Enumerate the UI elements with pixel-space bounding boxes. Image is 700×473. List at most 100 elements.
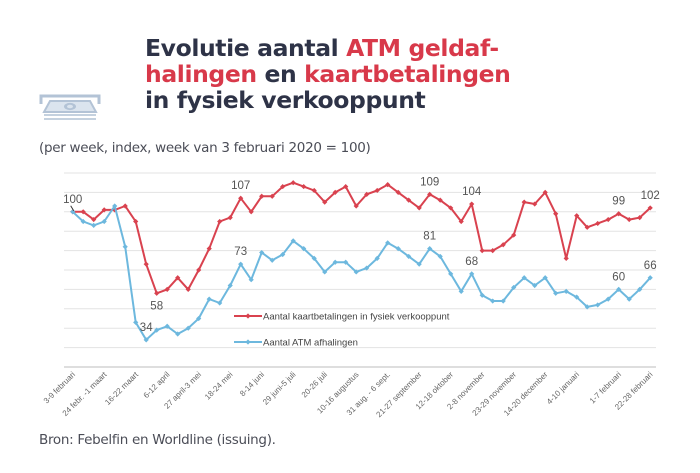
data-point: [311, 187, 317, 194]
data-point: [217, 300, 223, 306]
data-point: [595, 302, 601, 308]
data-point: [122, 203, 128, 209]
data-point: [91, 216, 97, 223]
data-point: [175, 275, 181, 281]
data-point: [101, 218, 107, 225]
data-point: [175, 331, 181, 337]
data-point: [521, 275, 527, 281]
data-point: [259, 193, 265, 199]
data-point: [616, 286, 622, 292]
gridlines: [64, 172, 656, 368]
data-point: [469, 271, 475, 277]
legend-label: Aantal kaartbetalingen in fysiek verkoop…: [263, 312, 450, 323]
data-label: 58: [150, 300, 163, 312]
data-point: [343, 183, 349, 190]
data-point: [238, 261, 244, 267]
data-point: [647, 205, 653, 211]
data-label: 102: [641, 190, 660, 202]
data-point: [637, 215, 643, 221]
legend-label: Aantal ATM afhalingen: [263, 338, 358, 349]
data-point: [374, 187, 380, 194]
data-point: [521, 199, 527, 205]
data-point: [311, 255, 317, 261]
data-point: [637, 286, 643, 292]
data-point: [542, 189, 548, 195]
data-point: [490, 298, 496, 304]
data-point: [290, 238, 296, 244]
data-point: [248, 277, 254, 283]
data-point: [385, 240, 391, 246]
data-label: 68: [465, 256, 478, 268]
data-point: [143, 337, 149, 343]
data-point: [563, 255, 569, 261]
x-tick-label: 29 juni-5 juli: [261, 370, 298, 407]
series-line-1: [72, 205, 651, 341]
source-note: Bron: Febelfin en Worldline (issuing).: [39, 432, 276, 448]
data-point: [416, 205, 422, 211]
data-point: [290, 180, 296, 186]
data-point: [322, 269, 328, 275]
data-point: [301, 183, 307, 190]
data-point: [647, 275, 653, 281]
data-point: [185, 286, 191, 292]
data-point: [332, 259, 338, 265]
data-point: [343, 259, 349, 265]
data-point: [574, 294, 580, 300]
data-point: [553, 211, 559, 217]
data-point: [196, 315, 202, 322]
data-point: [259, 249, 265, 256]
data-label: 99: [612, 196, 625, 208]
data-point: [584, 224, 590, 230]
data-point: [490, 248, 496, 254]
chart-subtitle: (per week, index, week van 3 februari 20…: [39, 140, 371, 156]
data-point: [112, 203, 118, 209]
data-point: [458, 288, 464, 294]
data-label: 107: [231, 180, 250, 192]
data-point: [122, 244, 128, 250]
data-point: [395, 246, 401, 252]
x-tick-label: 18-24 mei: [203, 370, 235, 402]
data-point: [395, 189, 401, 195]
data-point: [217, 218, 223, 225]
title-accent: kaartbetalingen: [304, 60, 511, 88]
data-point: [91, 222, 97, 228]
data-point: [301, 246, 307, 252]
data-point: [269, 193, 275, 199]
data-label: 81: [423, 231, 436, 243]
data-point: [227, 282, 233, 289]
data-point: [269, 257, 275, 263]
data-point: [584, 304, 590, 310]
data-labels: 100 107 109 104 99 102 34 73 81 68 60 66 58: [63, 176, 660, 334]
data-point: [364, 265, 370, 271]
data-point: [427, 246, 433, 252]
data-point: [616, 211, 622, 217]
data-label: 100: [63, 194, 82, 206]
data-point: [164, 286, 170, 292]
data-point: [479, 292, 485, 298]
data-point: [133, 218, 139, 225]
data-point: [133, 319, 139, 325]
data-point: [206, 296, 212, 302]
x-tick-label: 20-26 juli: [300, 370, 329, 399]
data-label: 34: [140, 322, 153, 334]
title-accent: ATM geldaf-: [346, 34, 499, 62]
data-point: [448, 205, 454, 211]
data-point: [364, 191, 370, 197]
legend-swatch-marker: [245, 339, 251, 345]
label-leader-line: [70, 205, 75, 212]
data-point: [385, 182, 391, 188]
data-point: [500, 298, 506, 304]
data-point: [469, 201, 475, 207]
legend: Aantal kaartbetalingen in fysiek verkoop…: [234, 312, 450, 349]
data-point: [595, 220, 601, 227]
chart-title: Evolutie aantal ATM geldaf- halingen en …: [145, 35, 565, 113]
x-tick-label: 6-12 april: [142, 370, 172, 400]
data-point: [437, 197, 443, 203]
x-tick-label: 4-10 januari: [545, 370, 581, 406]
title-part: in fysiek verkooppunt: [145, 86, 426, 114]
data-point: [563, 288, 569, 294]
data-point: [532, 201, 538, 207]
data-point: [227, 215, 233, 221]
